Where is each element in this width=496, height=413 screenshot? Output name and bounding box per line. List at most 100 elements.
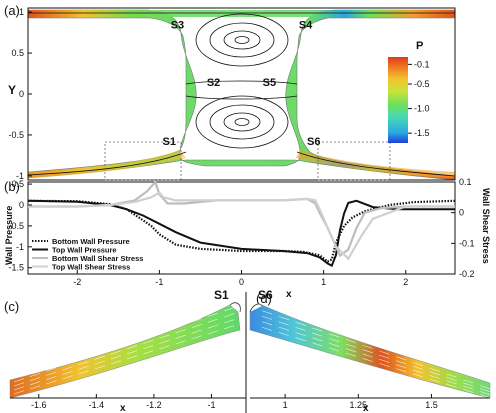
vector-arrow — [78, 356, 89, 361]
legend-entry: Bottom Wall Shear Stress — [52, 254, 143, 263]
vector-arrow — [13, 386, 25, 391]
vector-field-d — [249, 304, 491, 399]
vector-arrow — [328, 333, 340, 338]
panel-label-c: (c) — [4, 299, 19, 314]
y-tick-label-b: -1.5 — [8, 263, 24, 273]
y2-tick-label-b: -0.1 — [459, 238, 475, 248]
x-tick-label: -1.4 — [89, 400, 105, 410]
vector-arrow — [191, 324, 202, 328]
vector-arrow — [191, 329, 202, 334]
vector-arrow — [278, 332, 289, 336]
vector-arrow — [207, 312, 218, 317]
y-tick-label-b: 0.5 — [11, 179, 24, 189]
vector-arrow — [446, 383, 457, 388]
x-ticks-c: -1.6 -1.4 -1.2 -1 — [31, 394, 215, 410]
vector-arrow — [328, 347, 340, 352]
vector-arrow — [463, 382, 474, 387]
vector-arrow — [159, 340, 170, 344]
x-tick-label: -1.2 — [146, 400, 162, 410]
y2-tick-label-b: 0.1 — [459, 177, 472, 187]
vector-arrow — [429, 375, 440, 379]
legend-entry: Top Wall Shear Stress — [52, 263, 130, 272]
stagnation-label: S2 — [207, 77, 220, 89]
x-axis-label-d: x — [363, 403, 369, 413]
x-tick-label-b: 1 — [321, 277, 326, 287]
vector-arrow — [13, 378, 25, 383]
bottom-right-band — [296, 150, 455, 178]
x-axis-label-c: x — [120, 403, 126, 413]
vector-arrow — [479, 388, 491, 392]
vector-arrow — [175, 340, 186, 345]
vector-arrow — [261, 326, 273, 331]
y2-tick-label-b: 0 — [459, 208, 464, 218]
vector-arrow — [94, 365, 105, 370]
vector-arrow — [278, 321, 289, 326]
vector-arrow — [345, 343, 356, 348]
vector-arrow — [362, 358, 373, 362]
vector-arrow — [13, 382, 25, 387]
vector-arrow — [328, 338, 340, 342]
vector-arrow — [312, 337, 323, 342]
vector-arrow — [446, 373, 457, 378]
vector-arrow — [207, 324, 218, 329]
vector-arrow — [312, 342, 323, 347]
vector-arrow — [295, 327, 306, 331]
vector-arrow — [446, 377, 457, 381]
stagnation-label: S6 — [307, 136, 320, 148]
vector-arrow — [223, 313, 235, 318]
vector-arrow — [191, 318, 202, 323]
vector-arrow — [412, 365, 424, 370]
y-axis-label-b: Wall Pressure — [4, 206, 14, 265]
vector-arrow — [143, 334, 154, 339]
y-tick-label-a: 0 — [19, 89, 24, 99]
vector-arrow — [412, 369, 424, 374]
vector-arrow — [94, 351, 105, 355]
vector-arrow — [46, 371, 57, 376]
vector-arrow — [396, 364, 407, 369]
vector-arrow — [46, 367, 57, 372]
vector-arrow — [207, 318, 218, 323]
vector-arrow — [345, 339, 356, 343]
vector-arrow — [479, 385, 491, 389]
vector-arrow — [143, 350, 154, 355]
vector-arrow — [223, 325, 235, 330]
vector-arrow — [94, 355, 105, 360]
vector-arrow — [362, 349, 373, 354]
vector-arrow — [429, 367, 440, 372]
vector-arrow — [110, 360, 122, 365]
colorbar-title: P — [416, 40, 423, 52]
vector-arrow — [463, 379, 474, 384]
vector-label-d: S6 — [258, 288, 273, 302]
panel-a: (a) 1 0.5 0 -0.5 -1 Y S3 S4 — [4, 3, 456, 181]
vector-arrow — [62, 370, 73, 375]
panel-c: (c) S1 -1.6 -1.4 -1.2 -1 x — [4, 288, 247, 413]
vector-arrow — [46, 380, 57, 385]
panel-label-b: (b) — [4, 179, 20, 194]
stagnation-labels: S3 S4 S2 S5 S1 S6 — [163, 19, 321, 147]
y-tick-label-a: 0.5 — [11, 48, 24, 58]
vector-arrow — [46, 376, 57, 380]
vector-arrow — [175, 334, 186, 339]
panel-b: (b) -2 -1 0 1 2 0.50-0.5-1-1.5 0.10-0.1-0.2 … — [4, 177, 491, 300]
vector-arrow — [463, 389, 474, 393]
x-ticks-d: 1 1.25 1.5 — [283, 394, 438, 410]
x-tick-label: 1.5 — [425, 400, 438, 410]
vector-arrow — [62, 375, 73, 380]
vector-arrow — [479, 391, 491, 395]
streamlines — [27, 12, 456, 177]
vector-arrow — [94, 360, 105, 365]
y-axis-label-a: Y — [8, 83, 16, 97]
colorbar-tick-label: -1.5 — [414, 128, 430, 138]
vector-arrow — [143, 345, 154, 350]
vector-arrow — [396, 356, 407, 361]
vector-arrow — [126, 345, 138, 350]
vector-label-c: S1 — [214, 288, 229, 302]
vector-arrow — [295, 321, 306, 326]
panel-d: (d) S6 1 1.25 1.5 x — [249, 288, 491, 413]
vector-arrow — [278, 326, 289, 331]
y2-ticks-b: 0.1 0 -0.1 -0.2 — [451, 177, 475, 279]
vector-arrow — [110, 355, 122, 360]
vector-arrow — [446, 380, 457, 385]
vector-arrow — [362, 353, 373, 358]
vector-arrow — [429, 378, 440, 383]
